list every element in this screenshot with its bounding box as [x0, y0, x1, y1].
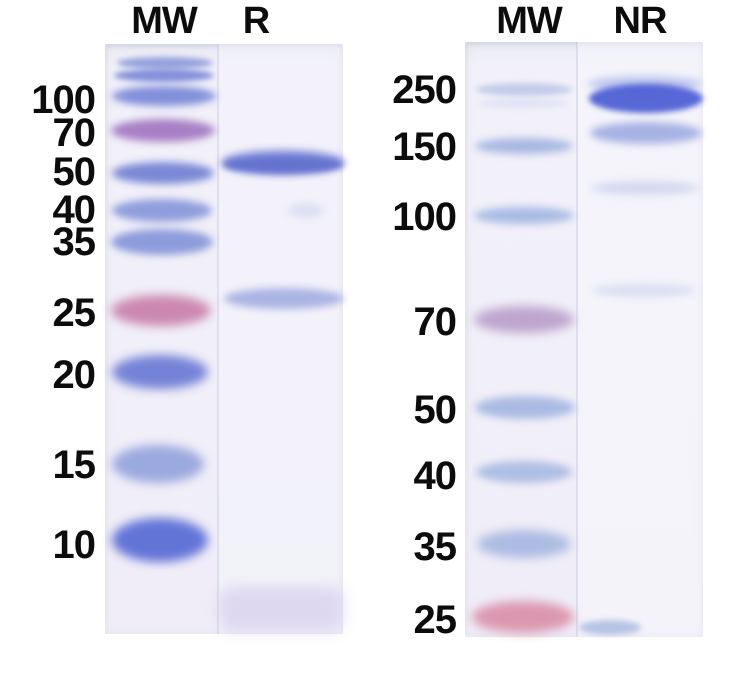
marker-label-70: 70: [52, 111, 96, 155]
lane-divider-right-gel: [576, 42, 578, 637]
marker-label-15: 15: [52, 443, 96, 487]
marker-label-50: 50: [413, 388, 457, 432]
marker-label-100: 100: [392, 195, 457, 239]
marker-labels-left: 100 70 50 40 35 25 20 15 10: [0, 0, 97, 678]
lane-label-mw-right: MW: [496, 0, 563, 42]
marker-label-35: 35: [413, 525, 457, 569]
sample-lane-nr: [577, 42, 703, 637]
marker-label-40: 40: [413, 454, 457, 498]
marker-label-10: 10: [52, 523, 96, 567]
gel-panel-reduced: [105, 44, 343, 634]
gel-panel-nonreduced: [465, 42, 703, 637]
marker-label-50: 50: [52, 150, 96, 194]
lane-label-nr: NR: [613, 0, 668, 42]
marker-labels-right: 250 150 100 70 50 40 35 25: [360, 0, 458, 678]
marker-label-20: 20: [52, 353, 96, 397]
marker-label-150: 150: [392, 125, 457, 169]
lane-divider-left-gel: [217, 44, 219, 634]
mw-lane-right: [465, 42, 577, 637]
lane-label-r: R: [242, 0, 270, 42]
marker-label-35: 35: [52, 220, 96, 264]
mw-lane-left: [105, 44, 218, 634]
marker-label-25: 25: [413, 598, 457, 642]
marker-label-100: 100: [31, 78, 96, 122]
marker-label-25: 25: [52, 291, 96, 335]
sample-lane-r: [218, 44, 343, 634]
marker-label-40: 40: [52, 188, 96, 232]
marker-label-250: 250: [392, 68, 457, 112]
lane-label-mw-left: MW: [131, 0, 198, 42]
marker-label-70: 70: [413, 300, 457, 344]
